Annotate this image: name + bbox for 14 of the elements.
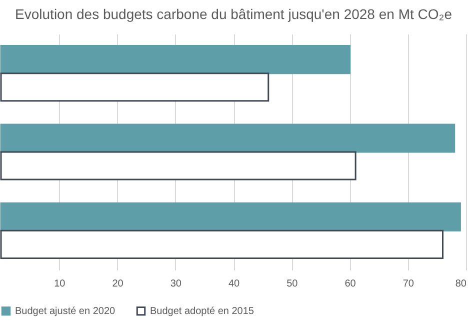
x-tick-label: 60 bbox=[344, 278, 356, 290]
chart-title: Evolution des budgets carbone du bâtiment jusqu'en 2028 en Mt CO₂e bbox=[15, 6, 452, 22]
x-tick-label: 10 bbox=[54, 278, 66, 290]
bar bbox=[0, 124, 456, 153]
x-tick-label: 70 bbox=[402, 278, 414, 290]
x-tick-label: 30 bbox=[170, 278, 182, 290]
bar bbox=[0, 45, 350, 74]
x-tick-label: 20 bbox=[112, 278, 124, 290]
x-tick-label: 40 bbox=[228, 278, 240, 290]
bar bbox=[0, 202, 461, 232]
legend-label: Budget ajusté en 2020 bbox=[15, 306, 116, 318]
x-tick-label: 50 bbox=[286, 278, 298, 290]
legend-label: Budget adopté en 2015 bbox=[150, 306, 254, 318]
x-tick-label: 80 bbox=[455, 278, 467, 290]
